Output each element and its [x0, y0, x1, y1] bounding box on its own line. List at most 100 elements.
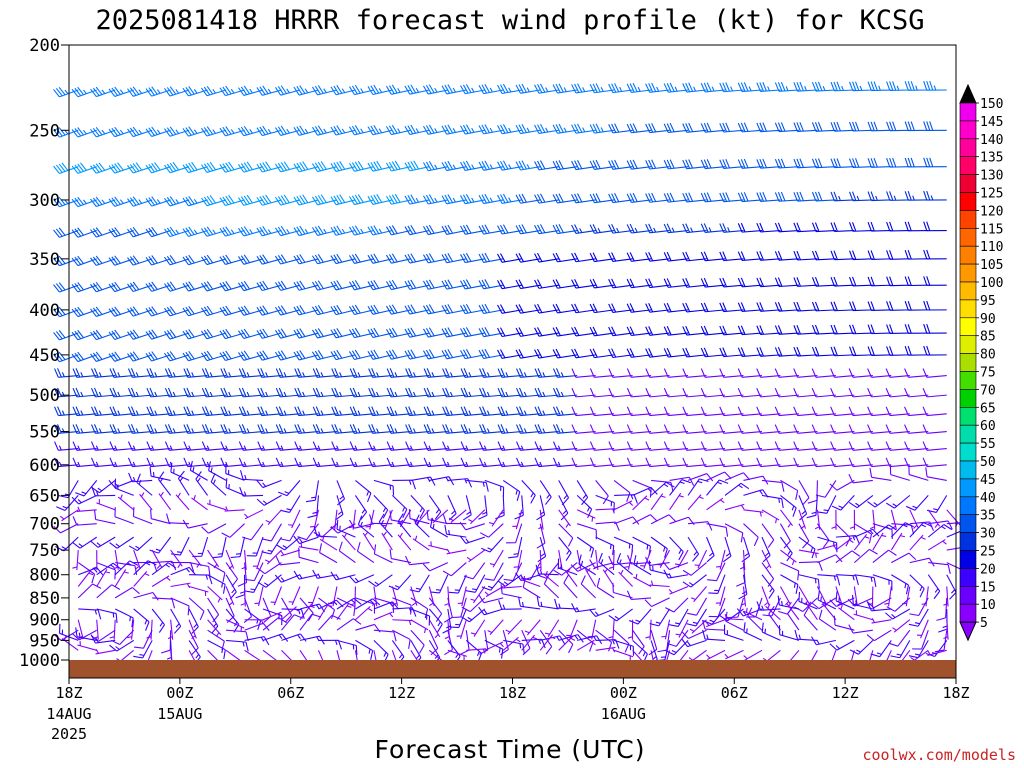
wind-barb: [811, 191, 836, 202]
wind-barb: [71, 351, 97, 363]
wind-barb: [774, 158, 799, 169]
wind-barb: [534, 327, 559, 337]
wind-barb: [589, 159, 615, 170]
wind-barb: [650, 493, 666, 511]
x-tick-label: 12Z: [832, 684, 859, 702]
wind-barb: [687, 473, 714, 482]
wind-barb: [319, 543, 338, 564]
wind-barb: [54, 368, 79, 378]
wind-barb: [835, 537, 854, 551]
wind-barb: [884, 586, 892, 607]
wind-barb: [90, 162, 116, 174]
wind-barb: [589, 224, 615, 234]
wind-barb: [645, 303, 670, 313]
wind-barb: [793, 122, 818, 132]
wind-barb: [478, 495, 488, 520]
wind-barb: [405, 555, 430, 566]
wind-barb: [849, 346, 873, 357]
wind-barb: [743, 649, 763, 661]
wind-barb: [201, 254, 227, 266]
wind-barb: [226, 639, 249, 652]
wind-barb: [645, 368, 670, 378]
wind-barb: [626, 159, 652, 170]
wind-barb: [182, 305, 208, 317]
wind-barb: [108, 479, 134, 489]
wind-barb: [261, 523, 282, 542]
wind-barb: [614, 494, 638, 504]
wind-barb: [207, 586, 223, 603]
wind-barb: [818, 609, 837, 631]
colorbar-swatch: [959, 281, 977, 301]
wind-barb: [632, 536, 652, 556]
wind-barb: [922, 441, 947, 451]
colorbar-swatch: [959, 442, 977, 462]
wind-barb: [514, 495, 524, 520]
wind-barb: [226, 629, 249, 642]
wind-barb: [793, 277, 818, 287]
wind-barb: [589, 123, 615, 134]
wind-barb: [700, 82, 726, 93]
wind-barb: [724, 649, 744, 660]
wind-barb: [608, 223, 633, 234]
colorbar-label: 10: [980, 598, 996, 613]
colorbar-swatch: [959, 568, 977, 587]
wind-barb: [737, 82, 763, 93]
colorbar-swatch: [959, 478, 977, 498]
colorbar-swatch: [959, 603, 977, 623]
wind-barb: [886, 157, 910, 168]
wind-barb: [237, 194, 264, 206]
wind-barb: [108, 255, 134, 266]
wind-barb: [145, 196, 171, 207]
wind-barb: [466, 549, 486, 563]
wind-barb: [175, 492, 190, 511]
wind-barb: [811, 81, 836, 92]
wind-barb: [201, 350, 227, 362]
wind-barb: [923, 276, 947, 286]
wind-barb: [848, 473, 873, 484]
wind-barb: [389, 510, 411, 525]
wind-barb: [946, 509, 961, 527]
x-tick-label: 18Z: [55, 684, 82, 702]
wind-barb: [830, 158, 855, 169]
wind-barb: [72, 516, 97, 526]
wind-barb: [743, 509, 764, 517]
wind-barb: [700, 302, 726, 313]
wind-barb: [127, 196, 153, 207]
wind-barb: [626, 590, 652, 601]
wind-barb: [922, 424, 947, 434]
wind-barb: [798, 549, 819, 558]
wind-barb: [870, 640, 892, 658]
wind-barb: [811, 301, 836, 312]
wind-barb: [404, 194, 430, 205]
wind-barb: [774, 346, 799, 357]
colorbar-swatch: [959, 406, 977, 426]
wind-barb: [280, 523, 301, 542]
wind-barb: [552, 223, 578, 235]
wind-barb: [682, 223, 707, 234]
wind-barb: [127, 351, 153, 362]
wind-barb: [151, 608, 166, 633]
colorbar-label: 50: [980, 455, 996, 470]
wind-barb: [909, 557, 935, 567]
wind-barb: [90, 127, 116, 138]
wind-barb: [909, 534, 926, 551]
wind-barb: [422, 562, 449, 572]
x-tick-date: 15AUG: [157, 705, 202, 723]
wind-barb: [682, 159, 707, 170]
wind-barb: [656, 549, 671, 568]
wind-barb: [552, 123, 578, 134]
wind-barb: [904, 81, 929, 91]
colorbar-label: 150: [980, 97, 1003, 112]
wind-barb: [774, 301, 799, 312]
wind-barb: [849, 276, 873, 287]
wind-barb: [577, 523, 597, 540]
wind-barb: [239, 470, 264, 481]
wind-barb: [872, 523, 893, 539]
wind-barb: [571, 193, 596, 204]
wind-barb: [139, 492, 153, 511]
wind-barb: [489, 549, 504, 568]
wind-barb: [442, 368, 467, 378]
wind-barb: [706, 497, 725, 511]
wind-barb: [513, 549, 523, 570]
colorbar: 1501451401351301251201151101051009590858…: [959, 83, 1003, 642]
